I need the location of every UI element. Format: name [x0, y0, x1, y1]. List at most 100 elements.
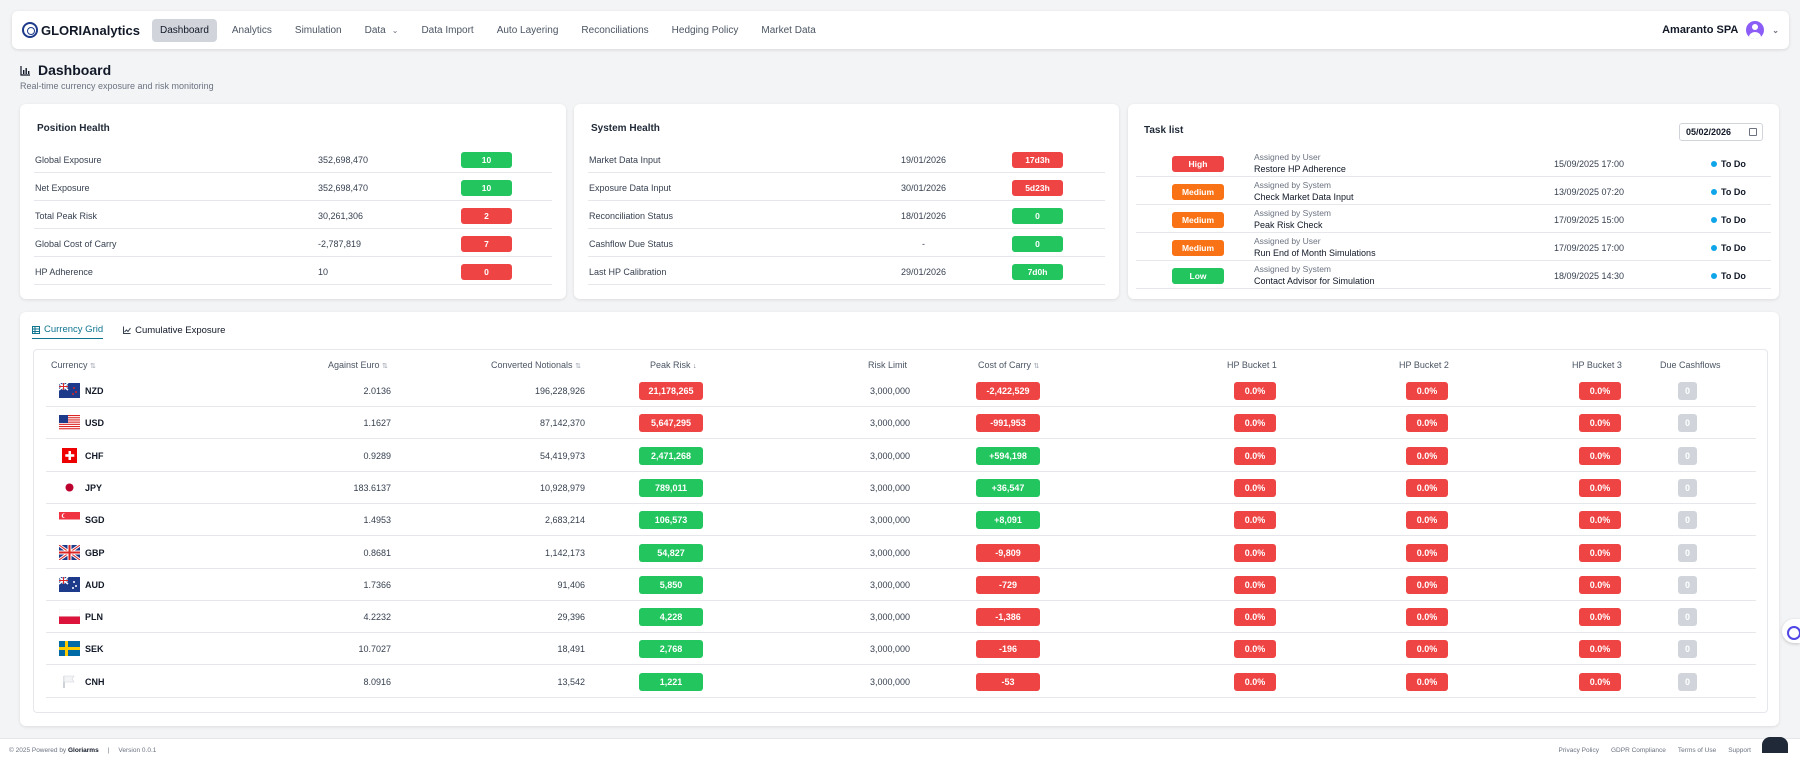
status-dot-icon: [1711, 217, 1717, 223]
hp-bucket-1-badge: 0.0%: [1234, 511, 1276, 530]
flag-gbp-icon: [59, 544, 80, 560]
chat-widget-icon[interactable]: [1782, 619, 1800, 643]
task-row[interactable]: Low Assigned by System Contact Advisor for…: [1136, 261, 1771, 289]
footer-link-privacy[interactable]: Privacy Policy: [1558, 747, 1599, 754]
converted-notional: 13,542: [557, 676, 585, 687]
nav-item-data[interactable]: Data ⌄: [357, 19, 407, 42]
nav-item-auto-layering[interactable]: Auto Layering: [489, 19, 567, 42]
metric-label: HP Adherence: [35, 267, 93, 277]
company-name: Gloriarms: [68, 747, 99, 754]
cost-of-carry-badge: -196: [976, 640, 1040, 659]
nav-item-simulation[interactable]: Simulation: [287, 19, 350, 42]
task-status: To Do: [1711, 271, 1746, 281]
against-euro: 0.8681: [363, 547, 391, 558]
brand-logo[interactable]: GLORIAnalytics: [22, 22, 140, 38]
hp-bucket-3-badge: 0.0%: [1579, 672, 1621, 691]
hp-bucket-1-badge: 0.0%: [1234, 608, 1276, 627]
converted-notional: 1,142,173: [544, 547, 585, 558]
edit-fab-button[interactable]: [1762, 737, 1788, 753]
date-value: 05/02/2026: [1686, 127, 1732, 137]
metric-label: Global Cost of Carry: [35, 239, 117, 249]
system-date: -: [922, 239, 925, 249]
card-title: System Health: [591, 123, 660, 134]
tab-currency-grid[interactable]: Currency Grid: [32, 324, 104, 339]
system-health-card: System Health Market Data Input 19/01/202…: [574, 104, 1119, 299]
hp-bucket-1-badge: 0.0%: [1234, 672, 1276, 691]
footer: © 2025 Powered by Gloriarms | Version 0.…: [0, 738, 1800, 762]
nav-item-dashboard[interactable]: Dashboard: [151, 18, 217, 42]
hp-bucket-2-badge: 0.0%: [1406, 575, 1448, 594]
hp-bucket-2-badge: 0.0%: [1406, 608, 1448, 627]
col-converted-notionals[interactable]: Converted Notionals ⇅: [491, 360, 581, 370]
calendar-icon[interactable]: [1749, 128, 1757, 136]
task-row[interactable]: Medium Assigned by User Run End of Month S…: [1136, 233, 1771, 261]
hp-bucket-2-badge: 0.0%: [1406, 640, 1448, 659]
hp-bucket-3-badge: 0.0%: [1579, 382, 1621, 400]
col-due-cashflows[interactable]: Due Cashflows: [1660, 360, 1721, 370]
table-row: SEK 10.7027 18,491 2,768 3,000,000 -196 0.0% 0.…: [46, 633, 1756, 666]
currency-code: SEK: [85, 644, 104, 655]
peak-risk-badge: 789,011: [639, 478, 703, 497]
task-row[interactable]: Medium Assigned by System Peak Risk Check 1…: [1136, 205, 1771, 233]
col-hp-bucket-3[interactable]: HP Bucket 3: [1572, 360, 1622, 370]
cost-of-carry-badge: -729: [976, 575, 1040, 594]
sort-desc-icon: ↓: [693, 363, 697, 370]
flag-jpy-icon: [59, 479, 80, 495]
chevron-down-icon[interactable]: ⌄: [1772, 25, 1779, 35]
date-picker[interactable]: 05/02/2026: [1679, 123, 1763, 141]
task-date: 18/09/2025 14:30: [1554, 271, 1625, 281]
tab-cumulative-exposure[interactable]: Cumulative Exposure: [123, 324, 225, 339]
priority-badge: High: [1172, 156, 1224, 172]
currency-code: CNH: [85, 676, 105, 687]
avatar[interactable]: [1746, 21, 1765, 39]
sort-icon: ⇅: [575, 363, 581, 370]
hp-bucket-2-badge: 0.0%: [1406, 511, 1448, 530]
footer-link-terms[interactable]: Terms of Use: [1677, 747, 1717, 754]
nav-item-reconciliations[interactable]: Reconciliations: [573, 19, 656, 42]
grid-header: Currency ⇅ Against Euro ⇅ Converted Noti…: [34, 356, 1767, 374]
user-menu[interactable]: Amaranto SPA ⌄: [1662, 21, 1779, 39]
col-hp-bucket-1[interactable]: HP Bucket 1: [1227, 360, 1277, 370]
divider: |: [107, 747, 110, 754]
nav-item-label: Reconciliations: [581, 24, 649, 36]
metric-label: Total Peak Risk: [35, 211, 98, 221]
due-cashflows-badge: 0: [1678, 414, 1697, 433]
task-assigned-by: Assigned by System: [1254, 180, 1332, 190]
col-against-euro[interactable]: Against Euro ⇅: [328, 360, 388, 370]
health-row: Global Exposure 352,698,470 10: [34, 145, 552, 173]
col-hp-bucket-2[interactable]: HP Bucket 2: [1399, 360, 1449, 370]
col-peak-risk[interactable]: Peak Risk ↓: [650, 360, 697, 370]
task-row[interactable]: Medium Assigned by System Check Market Dat…: [1136, 177, 1771, 205]
flag-usd-icon: [59, 415, 80, 431]
score-badge: 2: [461, 208, 512, 224]
logo-icon: [22, 22, 38, 38]
hp-bucket-3-badge: 0.0%: [1579, 575, 1621, 594]
col-currency[interactable]: Currency ⇅: [51, 360, 96, 370]
col-cost-of-carry[interactable]: Cost of Carry ⇅: [978, 360, 1040, 370]
cost-of-carry-badge: +8,091: [976, 511, 1040, 530]
peak-risk-badge: 4,228: [639, 608, 703, 627]
page-title-text: Dashboard: [38, 62, 112, 78]
nav-item-analytics[interactable]: Analytics: [224, 19, 280, 42]
task-row[interactable]: High Assigned by User Restore HP Adherence…: [1136, 149, 1771, 177]
hp-bucket-3-badge: 0.0%: [1579, 414, 1621, 433]
task-status: To Do: [1711, 159, 1746, 169]
task-status-label: To Do: [1721, 271, 1746, 281]
hp-bucket-1-badge: 0.0%: [1234, 414, 1276, 433]
currency-grid-card: [20, 312, 1779, 726]
footer-link-gdpr[interactable]: GDPR Compliance: [1611, 747, 1666, 754]
nav-item-market-data[interactable]: Market Data: [753, 19, 823, 42]
metric-value: 30,261,306: [318, 211, 364, 221]
currency-code: AUD: [85, 579, 105, 590]
nav-item-hedging-policy[interactable]: Hedging Policy: [664, 19, 747, 42]
metric-value: 352,698,470: [318, 183, 369, 193]
col-risk-limit[interactable]: Risk Limit: [868, 360, 908, 370]
nav-item-data-import[interactable]: Data Import: [413, 19, 481, 42]
due-cashflows-badge: 0: [1678, 511, 1697, 530]
table-row: NZD 2.0136 196,228,926 21,178,265 3,000,000 -…: [46, 375, 1756, 407]
priority-badge: Medium: [1172, 184, 1224, 200]
task-name: Contact Advisor for Simulation: [1254, 276, 1375, 286]
currency-code: JPY: [85, 482, 103, 493]
footer-link-support[interactable]: Support: [1728, 747, 1751, 754]
peak-risk-badge: 5,647,295: [639, 414, 703, 433]
